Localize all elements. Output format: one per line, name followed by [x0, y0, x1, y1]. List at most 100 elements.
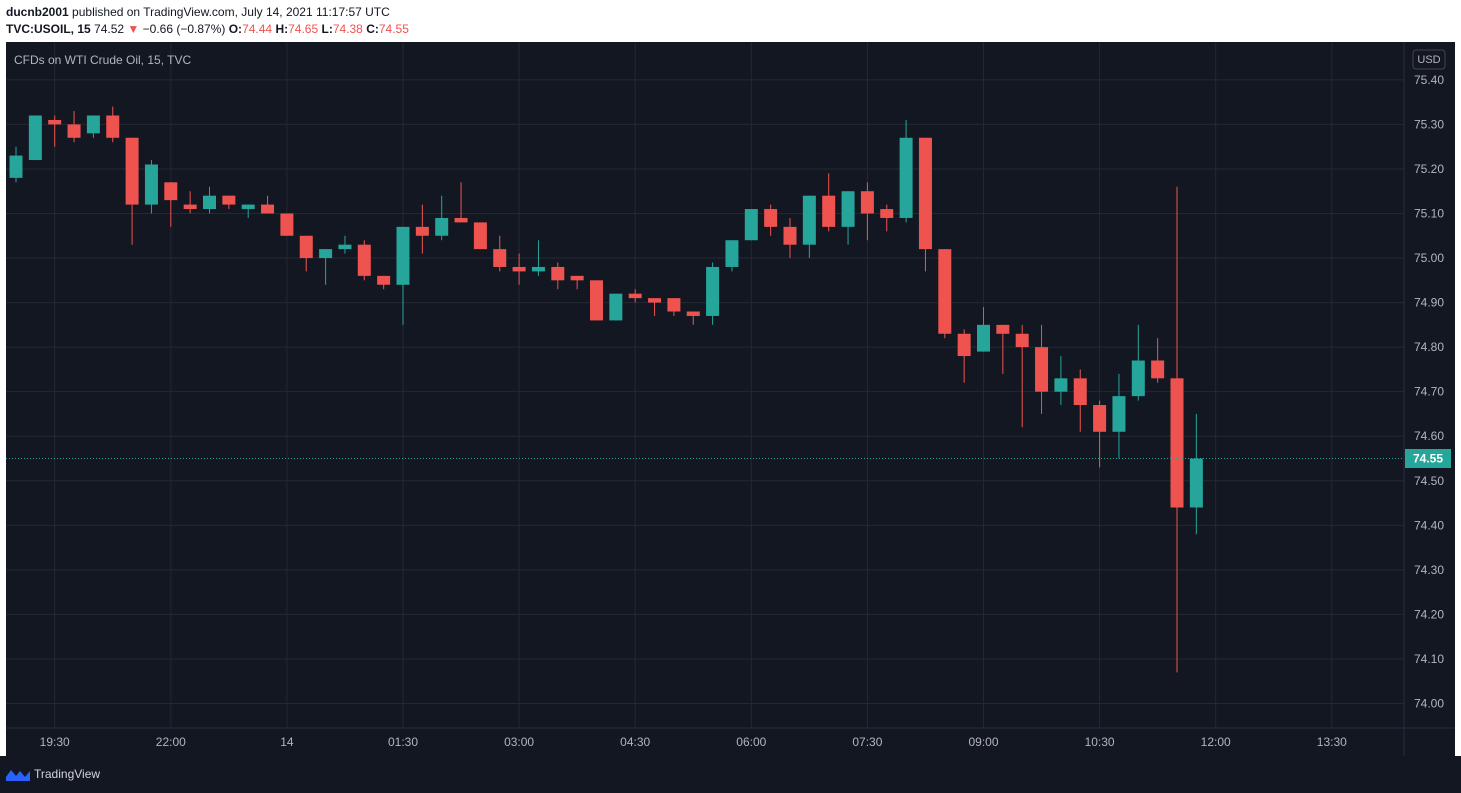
price-tick-label: 74.20	[1414, 607, 1444, 621]
candle	[144, 160, 158, 214]
candle-body	[357, 244, 371, 276]
candle-body	[531, 266, 545, 272]
candle	[531, 240, 545, 276]
candle	[280, 213, 294, 236]
candlestick-chart[interactable]: CFDs on WTI Crude Oil, 15, TVC 75.40 75.3…	[6, 42, 1455, 756]
candle	[977, 307, 990, 352]
time-tick-label: 09:00	[968, 735, 998, 749]
candle-body	[706, 266, 720, 316]
candle-body	[802, 195, 816, 245]
time-tick-label: 12:00	[1201, 735, 1231, 749]
candle-body	[938, 249, 952, 334]
candle-body	[67, 124, 81, 138]
candle-body	[9, 155, 23, 178]
candle	[841, 191, 855, 245]
candle	[725, 240, 739, 272]
grid-lines	[6, 42, 1404, 728]
candle	[454, 182, 468, 223]
candle	[648, 298, 662, 316]
price-axis[interactable]: 75.40 75.30 75.20 75.10 75.00 74.90 74.80 74.70…	[1414, 73, 1444, 711]
currency-badge[interactable]: USD	[1412, 49, 1446, 70]
candle	[744, 209, 758, 241]
candle	[86, 115, 100, 138]
candle	[570, 275, 584, 290]
candle-body	[473, 222, 487, 250]
candle-body	[48, 119, 62, 125]
last-price-tag: 74.55	[1405, 449, 1451, 468]
time-tick-label: 01:30	[388, 735, 418, 749]
candle	[357, 240, 371, 281]
candle	[899, 119, 913, 223]
close-value: 74.55	[378, 22, 409, 36]
candle	[802, 195, 816, 259]
down-arrow-icon: ▼	[127, 22, 140, 36]
candle-body	[977, 324, 990, 352]
price-tick-label: 74.90	[1414, 296, 1444, 310]
candle-body	[164, 182, 178, 201]
price-change: −0.66 (−0.87%)	[142, 22, 226, 36]
price-tick-label: 74.30	[1414, 563, 1444, 577]
candle	[67, 111, 81, 143]
candle	[706, 262, 720, 325]
candle	[957, 329, 971, 383]
time-tick-label: 10:30	[1085, 735, 1115, 749]
candle	[512, 253, 526, 285]
candle	[396, 226, 410, 325]
price-tick-label: 74.50	[1414, 474, 1444, 488]
time-tick-label: 07:30	[852, 735, 882, 749]
candle	[686, 311, 700, 325]
price-tick-label: 74.70	[1414, 385, 1444, 399]
high-value: 74.65	[288, 22, 319, 36]
candle-body	[667, 298, 681, 312]
candle	[880, 204, 894, 232]
time-tick-label: 13:30	[1317, 735, 1347, 749]
candle-body	[28, 115, 42, 161]
author-name[interactable]: ducnb2001	[6, 5, 69, 19]
candle	[48, 115, 62, 147]
candle-body	[1054, 378, 1068, 392]
candle-body	[1151, 360, 1165, 379]
price-tick-label: 74.10	[1414, 652, 1444, 666]
candles	[9, 106, 1203, 673]
candle	[783, 217, 797, 259]
footer: TradingView	[0, 756, 1461, 793]
price-tick-label: 75.20	[1414, 162, 1444, 176]
candle-body	[86, 115, 100, 134]
time-tick-label: 22:00	[156, 735, 186, 749]
candle-body	[125, 137, 139, 205]
candle-body	[106, 115, 120, 138]
candle-body	[299, 235, 313, 259]
candle	[1189, 413, 1203, 535]
candle	[9, 146, 23, 183]
candle-body	[783, 226, 797, 245]
tradingview-brand[interactable]: TradingView	[6, 767, 100, 781]
candle	[28, 115, 42, 161]
candle-body	[1093, 405, 1107, 432]
candle	[377, 275, 391, 290]
candle-body	[144, 164, 158, 205]
candle	[667, 298, 681, 316]
published-text: published on TradingView.com, July 14, 2…	[72, 5, 390, 19]
candle	[435, 195, 449, 241]
price-tick-label: 75.00	[1414, 251, 1444, 265]
candle	[241, 204, 255, 218]
candle-body	[899, 137, 913, 218]
candle-body	[1073, 378, 1087, 406]
price-tick-label: 74.40	[1414, 518, 1444, 532]
candle	[1093, 400, 1107, 468]
open-value: 74.44	[242, 22, 273, 36]
candle-body	[183, 204, 197, 210]
candle	[609, 293, 623, 321]
candle-body	[1189, 458, 1203, 508]
candle-body	[1131, 360, 1145, 397]
candle-body	[957, 333, 971, 357]
candle-body	[280, 213, 294, 236]
candle	[319, 249, 333, 285]
candle-body	[841, 191, 855, 227]
chart-area[interactable]: CFDs on WTI Crude Oil, 15, TVC 75.40 75.3…	[6, 42, 1455, 756]
time-axis[interactable]: 19:30 22:00 14 01:30 03:00 04:30 06:00 07:30 09:…	[40, 735, 1347, 749]
time-tick-label: 04:30	[620, 735, 650, 749]
candle	[822, 173, 836, 232]
candle	[590, 280, 603, 321]
publisher-line: ducnb2001 published on TradingView.com, …	[6, 5, 390, 19]
